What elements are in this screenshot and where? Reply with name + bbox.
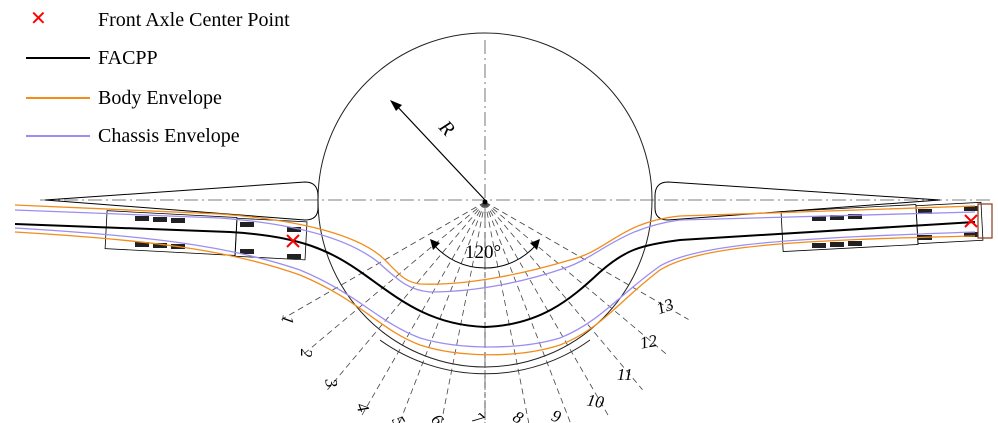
sector-number-label: 10	[585, 390, 606, 412]
body-envelope-outer	[14, 231, 976, 356]
right-wheel	[812, 243, 826, 248]
right-wheel	[848, 241, 862, 246]
sector-line	[327, 201, 486, 390]
sector-number-label: 6	[427, 410, 447, 423]
sector-line	[281, 201, 486, 320]
line-icon	[20, 124, 90, 148]
radius-label: R	[434, 116, 459, 141]
right-wheel	[964, 232, 978, 237]
right-splitter-island	[654, 181, 941, 221]
left-wheel	[153, 243, 167, 248]
right-wheel	[812, 216, 826, 221]
front-axle-point-left	[286, 234, 300, 248]
legend-item-facpp: FACPP	[20, 46, 158, 70]
cross-icon: ✕	[30, 6, 47, 30]
sector-number-label: 3	[321, 376, 341, 389]
left-wheel	[171, 218, 185, 223]
sector-lines	[281, 201, 689, 423]
chassis-envelope-outer	[14, 227, 976, 348]
left-splitter-island	[44, 181, 319, 221]
line-icon	[20, 46, 90, 70]
legend-label: Chassis Envelope	[98, 125, 240, 147]
legend-label: Front Axle Center Point	[98, 9, 290, 31]
sector-number-label: 13	[654, 295, 676, 319]
legend-label: FACPP	[98, 47, 158, 69]
legend-item-chassis: Chassis Envelope	[20, 124, 240, 148]
sector-line	[300, 201, 486, 357]
sector-line	[484, 201, 643, 390]
angle-arc	[433, 244, 537, 269]
sector-line	[484, 201, 610, 417]
right-front-bumper	[977, 203, 993, 239]
sector-number-label: 9	[549, 406, 564, 423]
sector-number-label: 1	[278, 314, 298, 326]
left-wheel	[287, 227, 301, 232]
left-wheel	[287, 254, 301, 259]
left-wheel	[135, 216, 149, 221]
sector-number-label: 4	[352, 400, 373, 415]
sector-line	[484, 201, 689, 320]
right-wheel	[848, 214, 862, 219]
left-wheel	[240, 222, 254, 227]
angle-arrow-right	[530, 239, 540, 250]
line-icon	[20, 86, 90, 110]
legend: ✕ Front Axle Center Point FACPP Body Env…	[0, 0, 300, 150]
radius-line	[394, 103, 486, 201]
angle-arrow-left	[430, 239, 440, 250]
sector-number-label: 12	[638, 331, 659, 353]
right-wheel	[964, 206, 978, 211]
right-wheel	[830, 242, 844, 247]
right-wheel	[830, 215, 844, 220]
sector-number-label: 8	[510, 407, 527, 423]
sector-line	[360, 201, 486, 417]
sector-line	[399, 201, 486, 423]
sector-line	[484, 201, 571, 423]
radius-arrowhead	[390, 100, 402, 111]
sector-number-label: 5	[388, 412, 409, 423]
right-wheel	[918, 209, 932, 214]
left-wheel	[135, 242, 149, 247]
body-envelope-inner	[14, 204, 976, 285]
chassis-envelope-inner	[14, 209, 976, 293]
sector-line	[440, 201, 486, 423]
front-axle-point-right	[964, 214, 978, 228]
legend-item-front-axle: ✕ Front Axle Center Point	[20, 6, 290, 32]
facpp-trajectory	[14, 221, 976, 329]
angle-label: 120°	[465, 242, 501, 263]
left-wheel	[240, 249, 254, 254]
sector-number-label: 11	[617, 365, 633, 384]
left-wheel	[153, 217, 167, 222]
legend-item-body: Body Envelope	[20, 86, 222, 110]
sector-line	[484, 201, 530, 423]
sector-line	[484, 201, 670, 357]
legend-label: Body Envelope	[98, 87, 222, 109]
center-point	[482, 199, 488, 205]
sector-number-label: 2	[297, 349, 316, 358]
